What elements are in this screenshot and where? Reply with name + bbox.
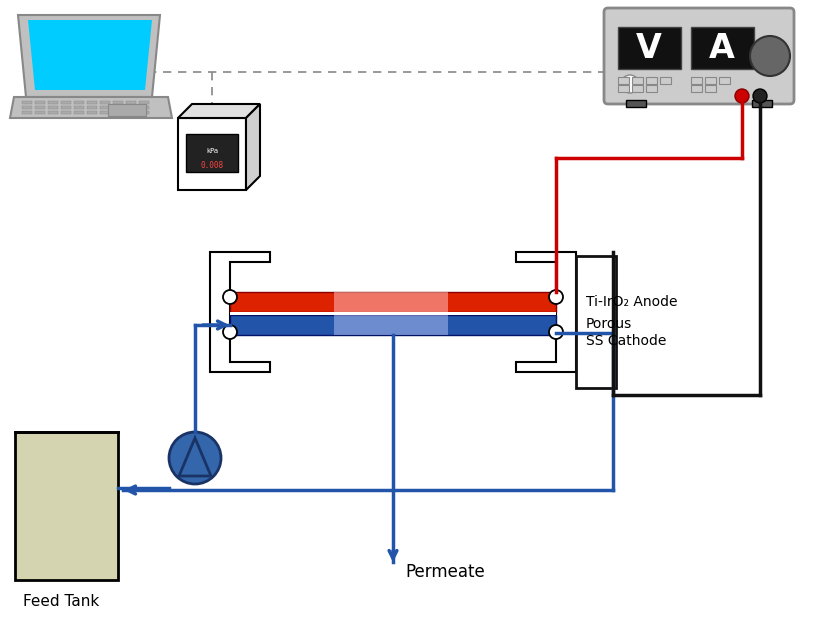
Bar bbox=[335, 315, 449, 335]
Bar bbox=[646, 85, 657, 92]
Bar bbox=[632, 85, 643, 92]
Bar bbox=[48, 111, 58, 114]
Text: Feed Tank: Feed Tank bbox=[24, 595, 100, 609]
Text: A: A bbox=[709, 32, 735, 64]
Bar bbox=[752, 100, 772, 107]
Bar bbox=[691, 85, 702, 92]
Bar bbox=[186, 134, 238, 172]
Bar bbox=[230, 292, 556, 312]
Polygon shape bbox=[178, 104, 260, 118]
Bar bbox=[35, 106, 45, 109]
Text: Permeate: Permeate bbox=[405, 563, 485, 581]
Polygon shape bbox=[210, 252, 270, 372]
Circle shape bbox=[549, 290, 563, 304]
FancyBboxPatch shape bbox=[604, 8, 794, 104]
Bar bbox=[335, 292, 449, 312]
Circle shape bbox=[169, 432, 221, 484]
Polygon shape bbox=[18, 15, 160, 97]
Polygon shape bbox=[246, 104, 260, 190]
Bar bbox=[691, 27, 754, 69]
Bar bbox=[100, 111, 110, 114]
Bar bbox=[35, 111, 45, 114]
Bar bbox=[230, 312, 556, 315]
Circle shape bbox=[735, 89, 749, 103]
Text: Ti-IrO₂ Anode: Ti-IrO₂ Anode bbox=[586, 295, 677, 309]
Circle shape bbox=[621, 75, 639, 93]
Bar bbox=[87, 101, 97, 104]
Bar bbox=[139, 111, 149, 114]
Bar bbox=[100, 101, 110, 104]
Bar bbox=[61, 111, 71, 114]
Bar bbox=[48, 101, 58, 104]
Polygon shape bbox=[516, 252, 576, 372]
Text: kPa: kPa bbox=[206, 148, 218, 154]
Polygon shape bbox=[28, 20, 152, 90]
Circle shape bbox=[753, 89, 767, 103]
Bar bbox=[35, 101, 45, 104]
Bar bbox=[618, 77, 629, 84]
Bar bbox=[87, 106, 97, 109]
Circle shape bbox=[750, 36, 790, 76]
Bar bbox=[178, 118, 246, 190]
Bar bbox=[22, 106, 32, 109]
Bar bbox=[61, 101, 71, 104]
Bar bbox=[74, 111, 84, 114]
Bar bbox=[61, 106, 71, 109]
Bar bbox=[705, 85, 716, 92]
Bar bbox=[230, 315, 556, 335]
Bar bbox=[626, 100, 646, 107]
Bar bbox=[691, 77, 702, 84]
Bar bbox=[126, 101, 136, 104]
Circle shape bbox=[223, 290, 237, 304]
Bar bbox=[618, 85, 629, 92]
Bar bbox=[100, 106, 110, 109]
Bar bbox=[719, 77, 730, 84]
Bar bbox=[646, 77, 657, 84]
Text: Porous
SS Cathode: Porous SS Cathode bbox=[586, 317, 667, 348]
Bar bbox=[660, 77, 671, 84]
Bar bbox=[126, 111, 136, 114]
Bar bbox=[15, 432, 118, 580]
Bar bbox=[48, 106, 58, 109]
Bar bbox=[113, 111, 123, 114]
Bar bbox=[576, 256, 616, 388]
Bar bbox=[139, 101, 149, 104]
Bar bbox=[632, 77, 643, 84]
Circle shape bbox=[223, 325, 237, 339]
Bar bbox=[139, 106, 149, 109]
Circle shape bbox=[549, 325, 563, 339]
Bar bbox=[618, 27, 681, 69]
Polygon shape bbox=[179, 438, 211, 476]
Text: V: V bbox=[636, 32, 662, 64]
Bar bbox=[22, 101, 32, 104]
Bar bbox=[113, 101, 123, 104]
Bar bbox=[74, 106, 84, 109]
Bar bbox=[113, 106, 123, 109]
Bar bbox=[705, 77, 716, 84]
Bar bbox=[108, 104, 146, 116]
Bar bbox=[87, 111, 97, 114]
Bar bbox=[74, 101, 84, 104]
Bar bbox=[22, 111, 32, 114]
Text: 0.008: 0.008 bbox=[201, 161, 224, 171]
Polygon shape bbox=[10, 97, 172, 118]
Bar bbox=[126, 106, 136, 109]
